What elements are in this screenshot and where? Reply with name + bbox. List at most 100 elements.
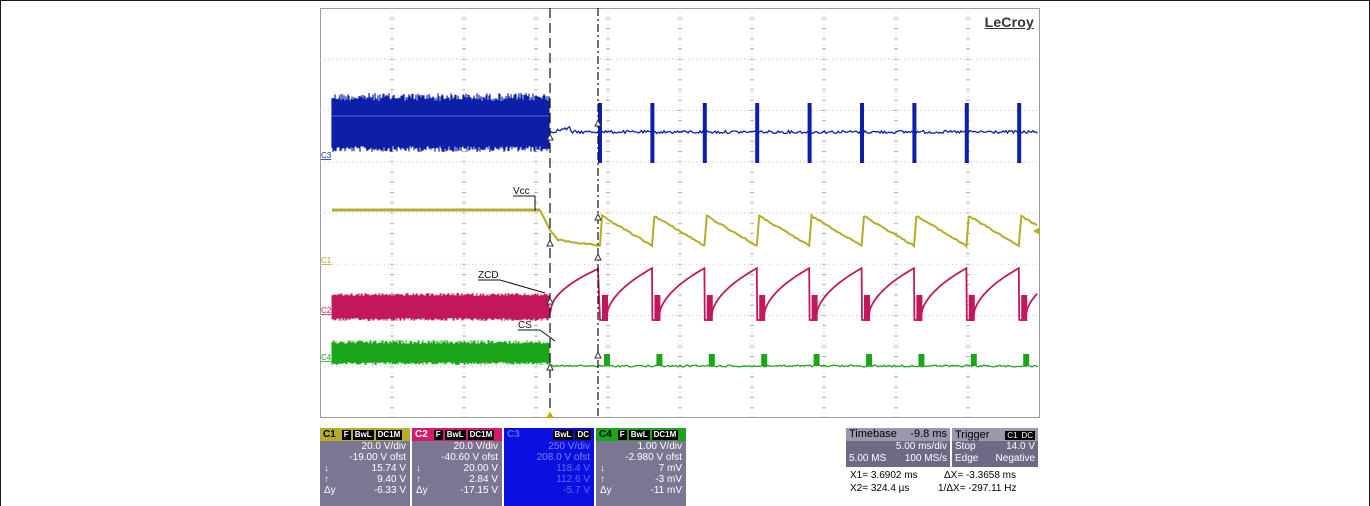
cursor-1-value: 118.4 V [556,463,590,474]
cursor-arrow-marker [546,362,554,371]
channel-tag: F [617,429,627,440]
channel-axis-marker: C1 [321,256,332,265]
cursor-arrow-marker [594,252,602,261]
c2-pulse-burst [968,295,975,321]
volts-per-div: 20.0 V/div [361,441,406,452]
channel-tag: DC [575,429,591,440]
cursor-down-label: ↓ [416,463,421,474]
channel-axis-marker: C2 [321,306,332,315]
channel-axis-marker: C4 [321,353,332,362]
trigger-level-marker [1033,227,1040,235]
c2-zcd-trace [549,266,1038,321]
offset: -2.980 V ofst [625,452,682,463]
c3-spike [1017,103,1022,163]
trigger-label: Trigger [955,428,990,441]
trigger-level: 14.0 V [1006,441,1035,452]
c3-spike [912,103,917,163]
c4-pulse-burst [656,354,663,366]
cursor-1-value: 7 mV [658,463,682,474]
c2-pulse-burst [602,295,608,321]
volts-per-div: 20.0 V/div [453,441,498,452]
scope-screen: C3 C1 C2 C4 Vcc ZCD CS [320,8,1040,418]
cursor-readout-x1: X1= 3.6902 ms [850,470,918,481]
delta-y-label: Δy [416,485,428,496]
channel-header-c3: C3 BwL DC [504,428,594,441]
cursor-arrow-marker [594,350,602,359]
channel-tag: BwL [352,429,374,440]
channel-header-c4: C4 F BwL DC1M [596,428,686,441]
timebase-delay: -9.8 ms [910,428,947,440]
channel-tag: DC1M [467,429,495,440]
channel-tag: BwL [444,429,466,440]
delta-y-label [508,485,524,496]
trigger-position-marker [546,412,554,418]
channel-tag: BwL [628,429,650,440]
channel-header-c2: C2 F BwL DC1M [412,428,502,441]
delta-y-value: -17.15 V [460,485,498,496]
timebase-label: Timebase [849,428,897,440]
channel-tag: DC1M [651,429,679,440]
c3-switching-burst [331,93,550,152]
cursor-up-label: ↑ [324,474,329,485]
c2-pulse-burst [759,295,766,321]
cursor-2-value: 9.40 V [377,474,406,485]
channel-panel-c1[interactable]: C1 F BwL DC1M 20.0 V/div -19.00 V ofst ↓… [320,428,410,506]
trace-label: ZCD [478,270,499,281]
c4-pulse-burst [1023,354,1030,366]
trace-label-leader [539,329,556,342]
c2-pulse-burst [654,295,661,321]
c2-pulse-burst [706,295,713,321]
timebase-header: Timebase -9.8 ms [846,428,950,441]
c4-pulse-burst [866,354,872,366]
channel-tag: BwL [552,429,574,440]
cursor-2-value: 2.84 V [469,474,498,485]
channel-tag: F [433,429,443,440]
cursor-arrow-marker [546,296,554,305]
channel-id: C1 [323,429,336,440]
cursor-up-label [508,474,524,485]
delta-y-value: -6.33 V [373,485,406,496]
c2-pulse-burst [811,295,818,321]
cursor-arrow-marker [594,118,602,127]
c3-spike [598,103,602,163]
channel-id: C4 [599,429,612,440]
trigger-type: Edge [955,453,979,464]
channel-panel-c4[interactable]: C4 F BwL DC1M 1.00 V/div -2.980 V ofst ↓… [596,428,686,506]
trigger-panel[interactable]: Trigger C1 DC Stop 14.0 V Edge Negative [952,428,1038,467]
trigger-mode: Stop [955,441,976,452]
channel-panel-c2[interactable]: C2 F BwL DC1M 20.0 V/div -40.60 V ofst ↓… [412,428,502,506]
cursor-arrow-marker [594,212,602,221]
trigger-slope: Negative [995,453,1035,464]
cursor-1-value: 15.74 V [371,463,406,474]
cursor-down-label: ↓ [600,463,605,474]
channel-tag: F [341,429,351,440]
c3-spike [702,103,707,163]
cursor-up-label: ↑ [600,474,605,485]
timebase-panel[interactable]: Timebase -9.8 ms 5.00 ms/div 5.00 MS 100 … [846,428,950,467]
c3-spike [860,103,864,163]
trigger-header: Trigger C1 DC [952,428,1038,441]
cursor-1-value: 20.00 V [463,463,498,474]
delta-y-label: Δy [600,485,612,496]
trigger-source: C1 [1005,430,1020,440]
cursor-up-label: ↑ [416,474,421,485]
cursor-2-value: 112.6 V [556,474,590,485]
offset: 208.0 V ofst [536,452,590,463]
timebase-sample-rate: 100 MS/s [904,453,947,464]
timebase-rate: 5.00 ms/div [895,441,947,452]
delta-y-label: Δy [324,485,336,496]
channel-panels: C1 F BwL DC1M 20.0 V/div -19.00 V ofst ↓… [320,420,1040,506]
offset: -19.00 V ofst [349,452,406,463]
c4-cs-baseline [549,364,1039,368]
c4-pulse-burst [604,354,610,366]
cursor-down-label [508,463,524,474]
cursor-readout-inv: 1/ΔX= -297.11 Hz [938,483,1017,494]
trace-label-leader [499,279,546,294]
cursor-2-value: -3 mV [655,474,682,485]
channel-axis-marker: C3 [321,151,332,160]
cursor-arrow-marker [546,238,554,247]
channel-header-c1: C1 F BwL DC1M [320,428,410,441]
channel-panel-c3[interactable]: C3 BwL DC 250 V/div 208.0 V ofst 118.4 V… [504,428,594,506]
c4-pulse-burst [970,354,977,366]
c2-pulse-burst [916,295,923,321]
